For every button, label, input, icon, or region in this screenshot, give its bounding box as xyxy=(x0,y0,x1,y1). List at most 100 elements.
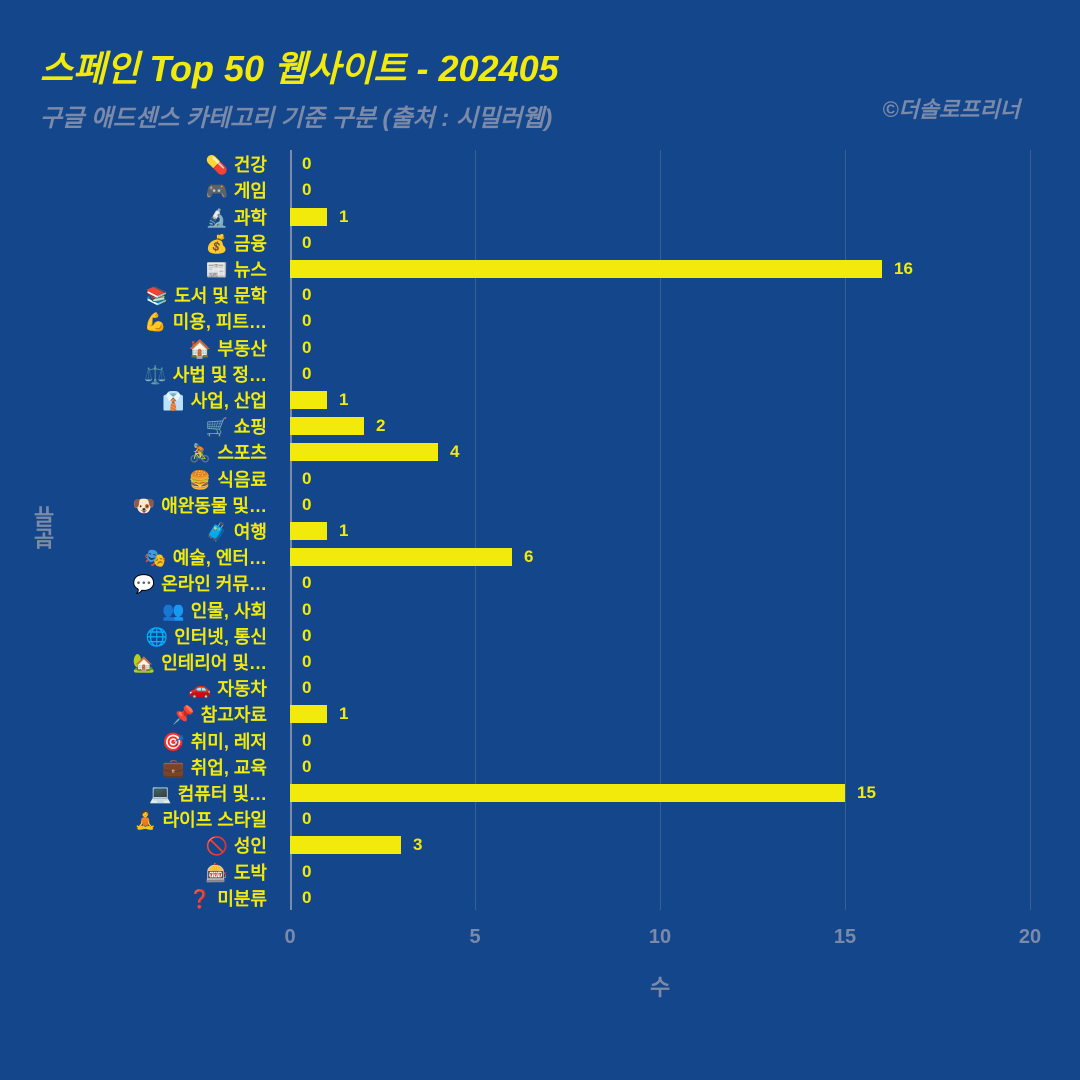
bar-row: 0 xyxy=(290,233,311,253)
bar-row: 0 xyxy=(290,469,311,489)
category-text: 도서 및 문학 xyxy=(174,286,267,306)
category-icon: 👔 xyxy=(162,391,184,411)
category-icon: 💊 xyxy=(205,155,227,175)
category-text: 인터넷, 통신 xyxy=(174,627,267,647)
category-label: 🏡 인테리어 및… xyxy=(0,649,275,675)
category-text: 식음료 xyxy=(217,470,267,490)
value-label: 0 xyxy=(302,809,311,829)
value-label: 0 xyxy=(302,495,311,515)
value-label: 0 xyxy=(302,757,311,777)
category-label: 🧘라이프 스타일 xyxy=(0,806,275,832)
bar-row: 0 xyxy=(290,338,311,358)
category-icon: 🎭 xyxy=(144,548,166,568)
bar-row: 0 xyxy=(290,757,311,777)
category-icon: 🌐 xyxy=(146,627,168,647)
x-axis-label: 수 xyxy=(650,970,670,1002)
category-label: 🧳여행 xyxy=(0,518,275,544)
bar-row: 0 xyxy=(290,809,311,829)
chart-credit: ©더솔로프리너 xyxy=(882,92,1020,124)
category-text: 쇼핑 xyxy=(234,417,267,437)
category-label: 📰뉴스 xyxy=(0,256,275,282)
category-label: 👥인물, 사회 xyxy=(0,597,275,623)
category-icon: ❓ xyxy=(189,889,211,909)
bar-row: 15 xyxy=(290,783,876,803)
category-label: 💪미용, 피트… xyxy=(0,308,275,334)
value-label: 1 xyxy=(339,704,348,724)
category-text: 성인 xyxy=(234,836,267,856)
bar xyxy=(290,443,438,461)
value-label: 2 xyxy=(376,416,385,436)
plot-area: 0010160000124001600000100150300 xyxy=(290,150,1030,910)
category-label: 🛒 쇼핑 xyxy=(0,413,275,439)
x-tick: 20 xyxy=(1019,926,1041,949)
bar-row: 0 xyxy=(290,495,311,515)
category-text: 부동산 xyxy=(217,339,267,359)
bar-row: 0 xyxy=(290,626,311,646)
value-label: 6 xyxy=(524,547,533,567)
category-text: 미용, 피트… xyxy=(173,312,267,332)
category-text: 인테리어 및… xyxy=(161,653,267,673)
bar-row: 0 xyxy=(290,652,311,672)
category-label: 💊건강 xyxy=(0,151,275,177)
x-tick: 5 xyxy=(469,926,480,949)
category-label: 💰금융 xyxy=(0,230,275,256)
category-label: 🔬 과학 xyxy=(0,204,275,230)
value-label: 1 xyxy=(339,207,348,227)
category-text: 뉴스 xyxy=(234,260,267,280)
bar-row: 3 xyxy=(290,835,422,855)
bar xyxy=(290,836,401,854)
category-text: 라이프 스타일 xyxy=(163,810,267,830)
category-text: 사업, 산업 xyxy=(191,391,267,411)
category-label: 🎭예술, 엔터… xyxy=(0,544,275,570)
bar xyxy=(290,705,327,723)
bar xyxy=(290,260,882,278)
bar-row: 2 xyxy=(290,416,385,436)
bar xyxy=(290,208,327,226)
category-icon: ⚖️ xyxy=(144,365,166,385)
category-text: 과학 xyxy=(234,208,267,228)
category-icon: 🛒 xyxy=(205,417,227,437)
category-icon: 💰 xyxy=(205,234,227,254)
bar xyxy=(290,391,327,409)
bar-row: 0 xyxy=(290,154,311,174)
category-icon: 💼 xyxy=(162,758,184,778)
value-label: 15 xyxy=(857,783,876,803)
value-label: 0 xyxy=(302,285,311,305)
value-label: 16 xyxy=(894,259,913,279)
value-label: 0 xyxy=(302,652,311,672)
category-label: 🍔식음료 xyxy=(0,466,275,492)
category-label: 💻컴퓨터 및… xyxy=(0,780,275,806)
bar-row: 0 xyxy=(290,731,311,751)
category-text: 스포츠 xyxy=(217,443,267,463)
category-icon: 🏠 xyxy=(189,339,211,359)
category-text: 취업, 교육 xyxy=(191,758,267,778)
category-label: 🎰도박 xyxy=(0,859,275,885)
category-text: 취미, 레저 xyxy=(191,732,267,752)
category-label: 💬온라인 커뮤… xyxy=(0,570,275,596)
category-label: 🚴스포츠 xyxy=(0,439,275,465)
category-icon: 🎯 xyxy=(162,732,184,752)
category-icon: 💬 xyxy=(133,574,155,594)
category-icon: 🏡 xyxy=(133,653,155,673)
gridline xyxy=(1030,150,1031,910)
bar xyxy=(290,417,364,435)
category-icon: 🧳 xyxy=(205,522,227,542)
bar-row: 0 xyxy=(290,573,311,593)
value-label: 0 xyxy=(302,731,311,751)
value-label: 1 xyxy=(339,390,348,410)
category-text: 참고자료 xyxy=(201,705,267,725)
chart-container: 스페인 Top 50 웹사이트 - 202405 구글 애드센스 카테고리 기준… xyxy=(0,0,1080,1080)
bar-row: 1 xyxy=(290,521,348,541)
category-text: 게임 xyxy=(234,181,267,201)
category-icon: 🔬 xyxy=(205,208,227,228)
category-label: 🎮 게임 xyxy=(0,177,275,203)
value-label: 0 xyxy=(302,233,311,253)
bar-row: 1 xyxy=(290,704,348,724)
category-label: 🎯 취미, 레저 xyxy=(0,728,275,754)
category-text: 사법 및 정… xyxy=(173,365,267,385)
value-label: 0 xyxy=(302,311,311,331)
category-icon: 🎮 xyxy=(205,181,227,201)
x-tick: 10 xyxy=(649,926,671,949)
category-text: 미분류 xyxy=(217,889,267,909)
value-label: 0 xyxy=(302,469,311,489)
